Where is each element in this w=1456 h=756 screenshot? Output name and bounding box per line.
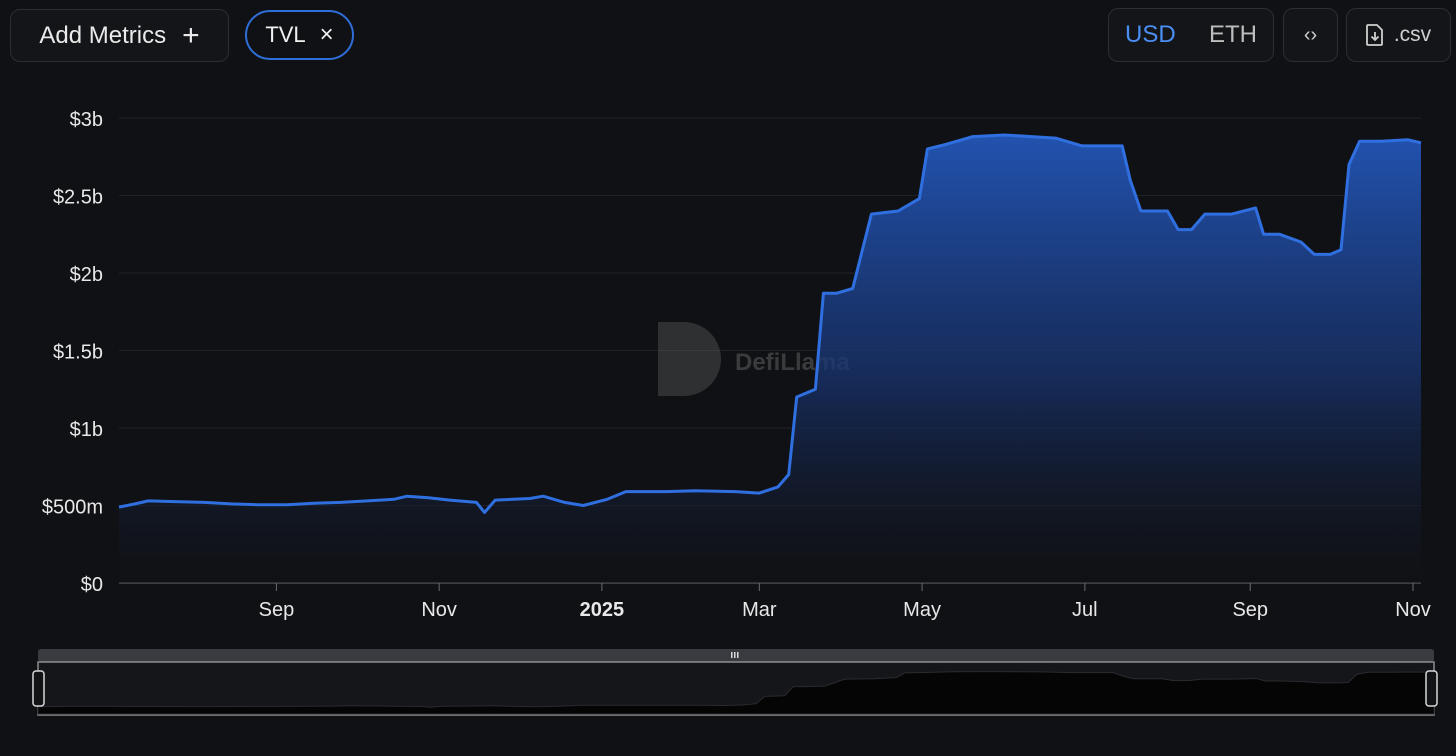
range-slider[interactable] — [0, 640, 1456, 730]
slider-mini-area — [37, 671, 1435, 715]
x-tick-label: Sep — [1232, 599, 1268, 621]
x-tick-label: May — [903, 599, 941, 621]
currency-option-usd[interactable]: USD — [1125, 21, 1176, 48]
currency-option-eth[interactable]: ETH — [1209, 21, 1257, 48]
embed-button[interactable]: ‹› — [1283, 8, 1338, 62]
x-tick-label: Mar — [742, 599, 777, 621]
tvl-chart[interactable]: $0 $500m $1b $1.5b $2b $2.5b $3b Sep Nov 2025 Mar… — [0, 0, 1456, 640]
slider-handle-left[interactable] — [32, 670, 45, 707]
y-tick-label: $1.5b — [53, 342, 103, 364]
y-tick-label: $1b — [70, 419, 103, 441]
defillama-watermark: DefiLlama — [658, 322, 850, 396]
slider-handle-right[interactable] — [1425, 670, 1438, 707]
y-tick-label: $2.5b — [53, 187, 103, 209]
add-metrics-label: Add Metrics — [39, 21, 167, 49]
x-tick-label: Jul — [1072, 599, 1098, 621]
x-tick-label: Nov — [1395, 599, 1431, 621]
currency-toggle[interactable]: USD ETH — [1108, 8, 1274, 62]
tvl-line — [118, 133, 1422, 514]
y-tick-label: $0 — [81, 574, 103, 596]
y-axis: $0 $500m $1b $1.5b $2b $2.5b $3b — [42, 109, 103, 596]
y-tick-label: $500m — [42, 497, 103, 519]
add-metrics-button[interactable]: Add Metrics + — [10, 9, 229, 62]
file-download-icon — [1365, 24, 1383, 46]
slider-track[interactable] — [38, 649, 1434, 662]
metric-chip-tvl[interactable]: TVL × — [245, 10, 354, 60]
x-tick-label: Sep — [259, 599, 295, 621]
tvl-area — [119, 135, 1421, 583]
x-tick-label: Nov — [421, 599, 457, 621]
y-tick-label: $2b — [70, 264, 103, 286]
metric-chip-label: TVL — [265, 22, 306, 47]
x-axis: Sep Nov 2025 Mar May Jul Sep Nov — [259, 583, 1431, 621]
download-csv-button[interactable]: .csv — [1346, 8, 1451, 62]
x-tick-label: 2025 — [580, 599, 625, 621]
csv-label: .csv — [1393, 23, 1432, 46]
close-icon[interactable]: × — [319, 21, 334, 48]
code-icon: ‹› — [1303, 23, 1318, 46]
plus-icon: + — [182, 18, 200, 52]
slider-grip-icon[interactable] — [731, 652, 739, 658]
y-tick-label: $3b — [70, 109, 103, 131]
